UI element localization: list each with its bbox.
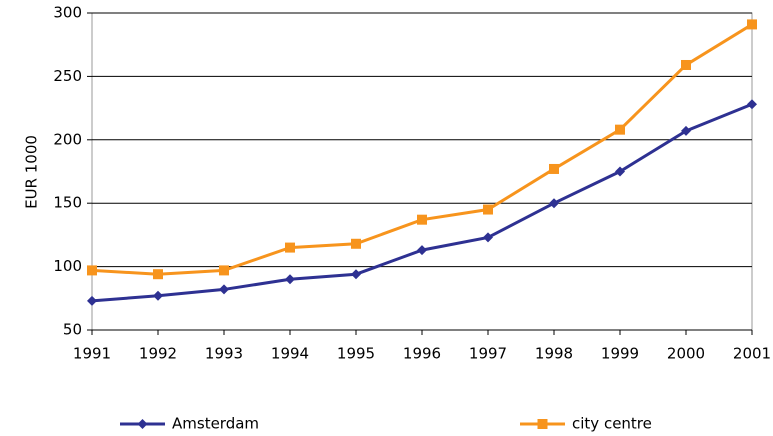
data-point — [483, 204, 493, 215]
data-point — [153, 269, 163, 280]
x-tick-label: 1994 — [271, 345, 309, 363]
data-point — [219, 265, 229, 276]
x-tick-label: 1998 — [535, 345, 573, 363]
data-point — [681, 59, 691, 70]
data-point — [417, 245, 427, 256]
legend-marker — [537, 419, 548, 429]
x-tick-label: 1993 — [205, 345, 243, 363]
data-point — [549, 198, 559, 209]
data-point — [483, 232, 493, 243]
legend-marker — [137, 419, 148, 429]
data-point — [615, 166, 625, 177]
y-tick-label: 250 — [53, 67, 82, 85]
data-point — [87, 265, 97, 276]
plot-border — [91, 12, 753, 331]
series-line — [91, 23, 753, 276]
x-tick-label: 1995 — [337, 345, 375, 363]
x-tick-label: 1999 — [601, 345, 639, 363]
data-point — [681, 125, 691, 136]
data-point — [351, 238, 361, 249]
x-tick-label: 1991 — [73, 345, 111, 363]
data-point — [285, 274, 295, 285]
y-tick-label: 50 — [63, 321, 82, 339]
y-tick-label: 300 — [53, 4, 82, 22]
data-point — [351, 269, 361, 280]
y-tick-label: 100 — [53, 257, 82, 275]
y-tick-label: 150 — [53, 194, 82, 212]
x-tick-label: 1992 — [139, 345, 177, 363]
data-point — [747, 99, 757, 110]
legend-label: Amsterdam — [172, 415, 259, 433]
y-axis-label: EUR 1000 — [23, 135, 41, 209]
data-point — [87, 295, 97, 306]
data-point — [219, 284, 229, 295]
x-tick-label: 1996 — [403, 345, 441, 363]
data-point — [153, 290, 163, 301]
x-tick-label: 2000 — [667, 345, 705, 363]
y-tick-label: 200 — [53, 130, 82, 148]
data-point — [747, 19, 757, 30]
x-tick-label: 2001 — [733, 345, 771, 363]
data-point — [285, 242, 295, 253]
legend-label: city centre — [572, 415, 652, 433]
data-point — [615, 124, 625, 135]
data-point — [417, 214, 427, 225]
data-point — [549, 163, 559, 174]
x-tick-label: 1997 — [469, 345, 507, 363]
